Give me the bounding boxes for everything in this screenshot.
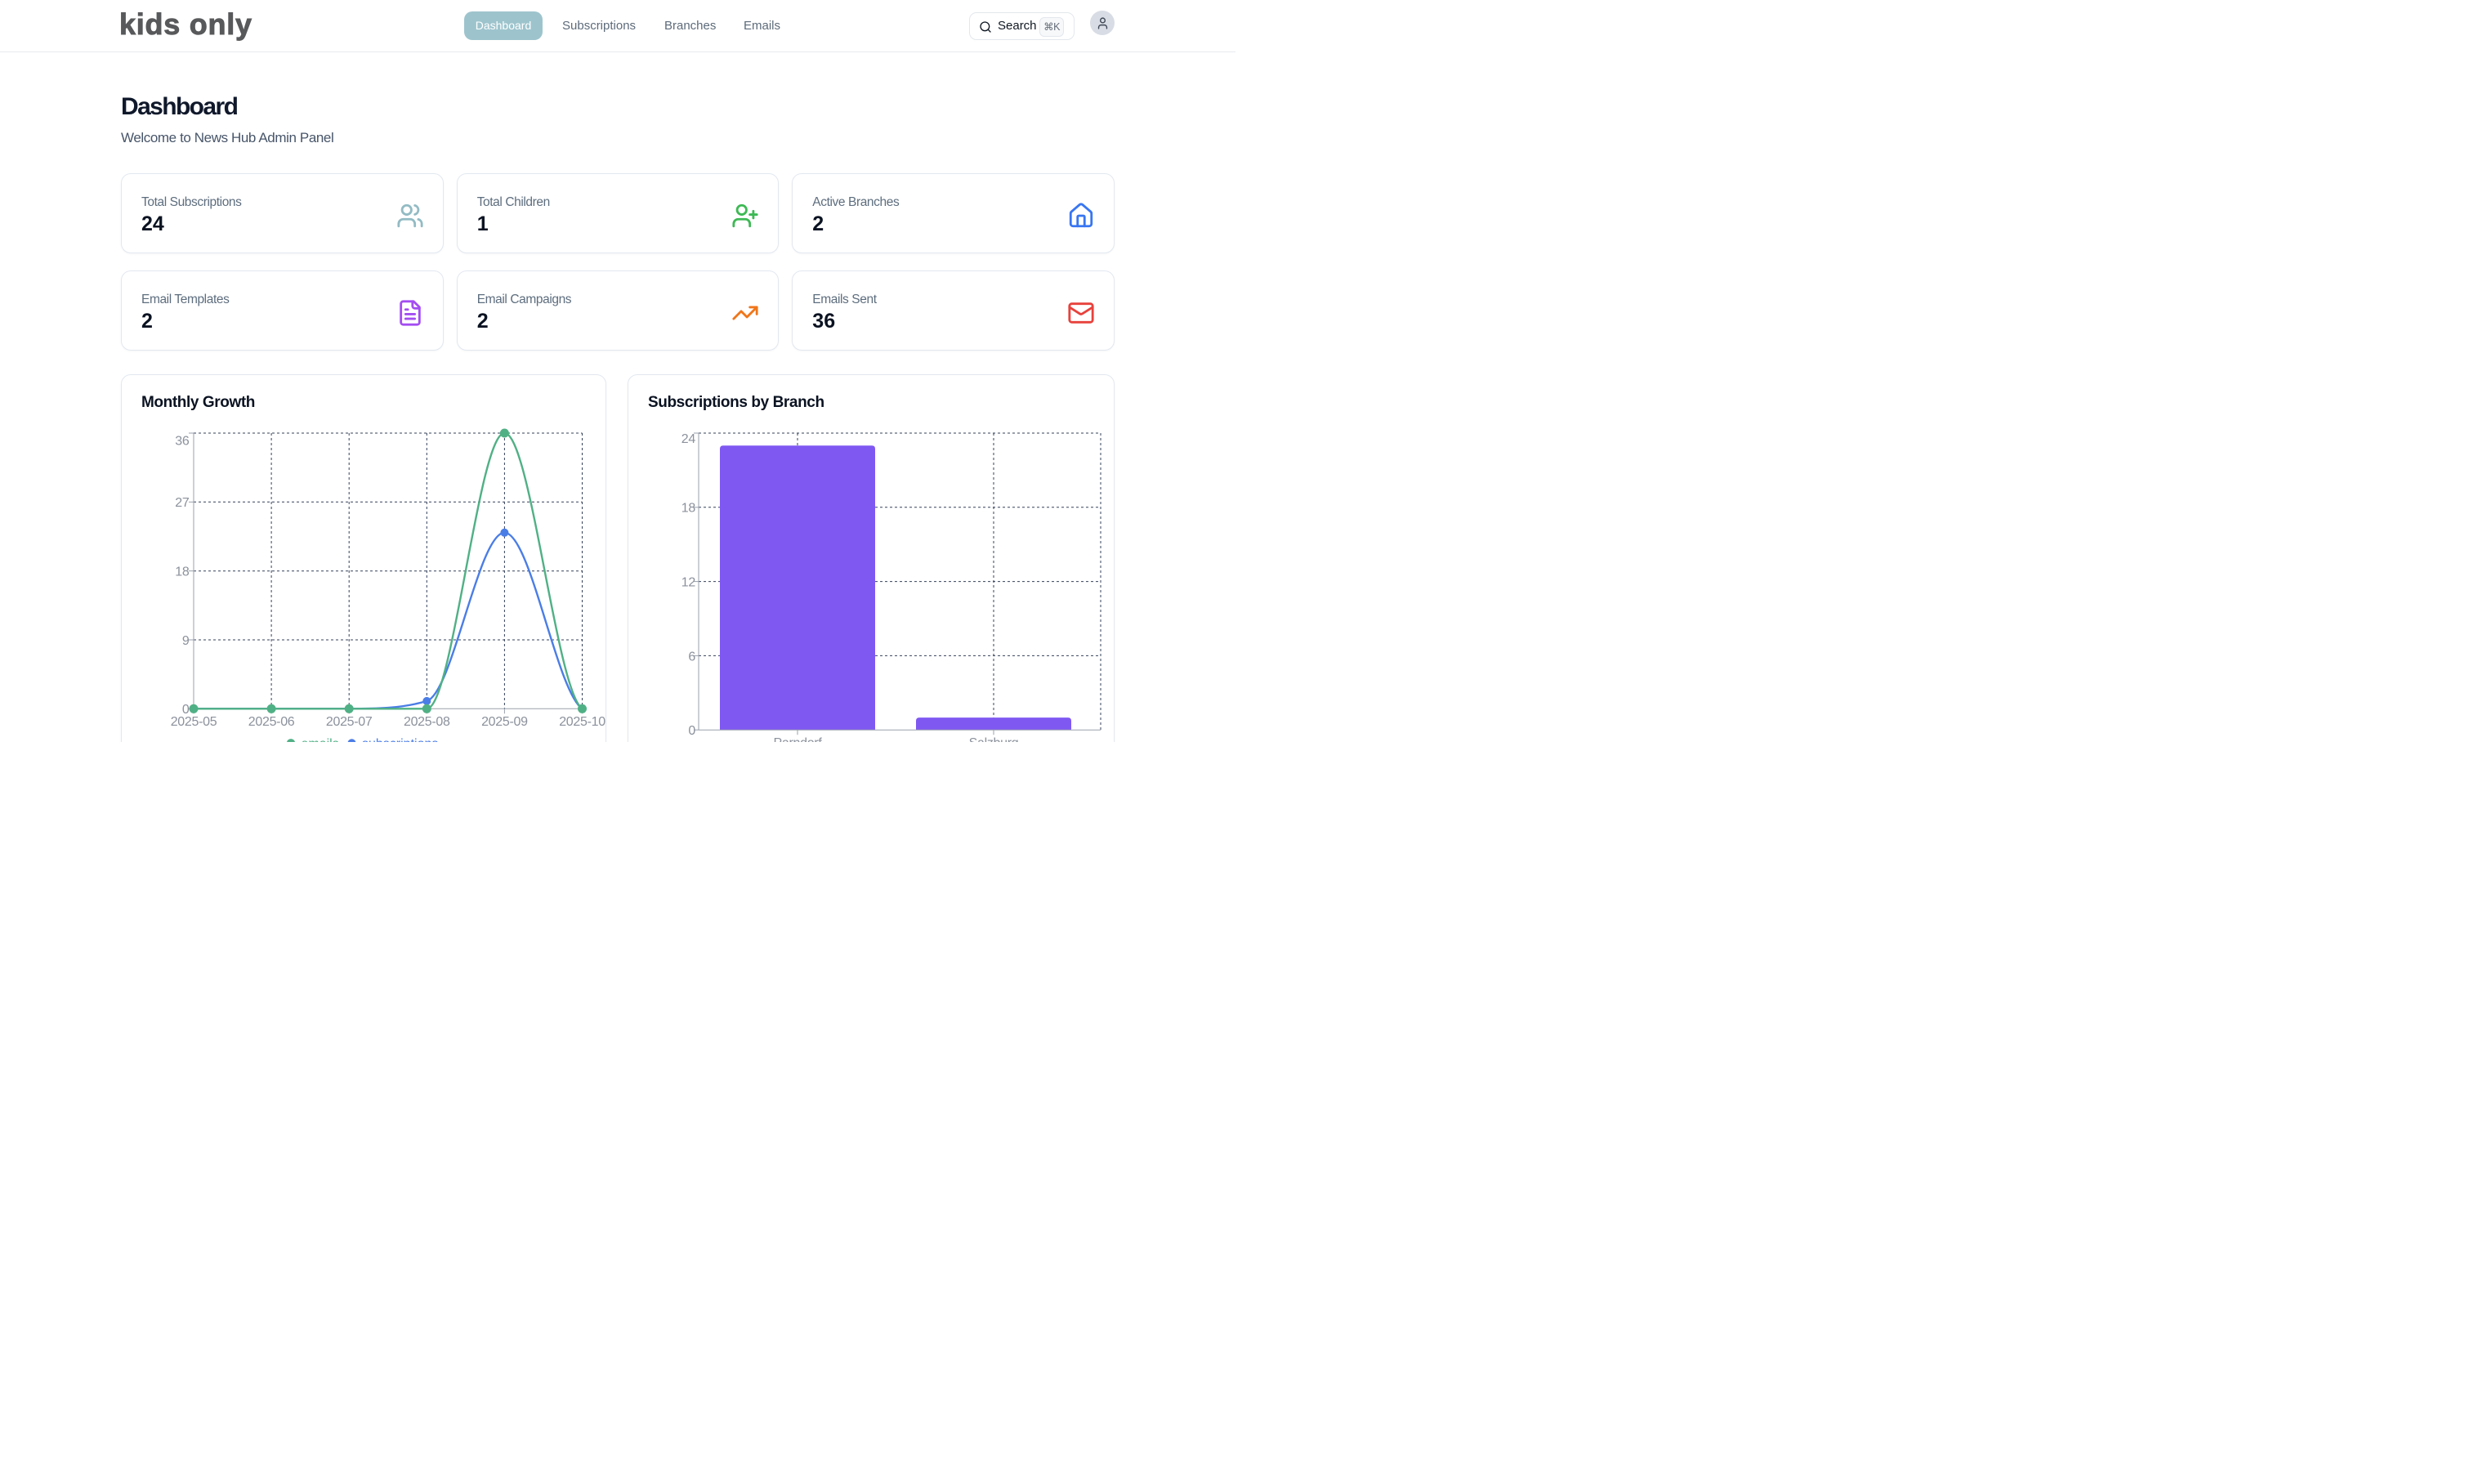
svg-text:18: 18 [681,502,696,516]
svg-text:12: 12 [681,576,696,590]
svg-text:2025-06: 2025-06 [248,715,295,729]
svg-text:subscriptions: subscriptions [362,737,438,742]
svg-text:2025-07: 2025-07 [326,715,373,729]
svg-text:27: 27 [175,496,190,510]
svg-text:9: 9 [182,634,190,648]
svg-text:emails: emails [302,737,339,742]
svg-text:24: 24 [681,432,696,446]
svg-text:2025-05: 2025-05 [171,715,217,729]
svg-text:Parndorf: Parndorf [774,736,823,742]
svg-text:0: 0 [688,724,695,738]
svg-text:2025-09: 2025-09 [481,715,528,729]
svg-text:2025-10: 2025-10 [559,715,605,729]
svg-text:6: 6 [688,650,695,664]
svg-text:36: 36 [175,435,190,449]
svg-text:0: 0 [182,703,190,717]
svg-text:18: 18 [175,565,190,579]
svg-text:2025-08: 2025-08 [404,715,450,729]
svg-text:Salzburg: Salzburg [969,736,1019,742]
